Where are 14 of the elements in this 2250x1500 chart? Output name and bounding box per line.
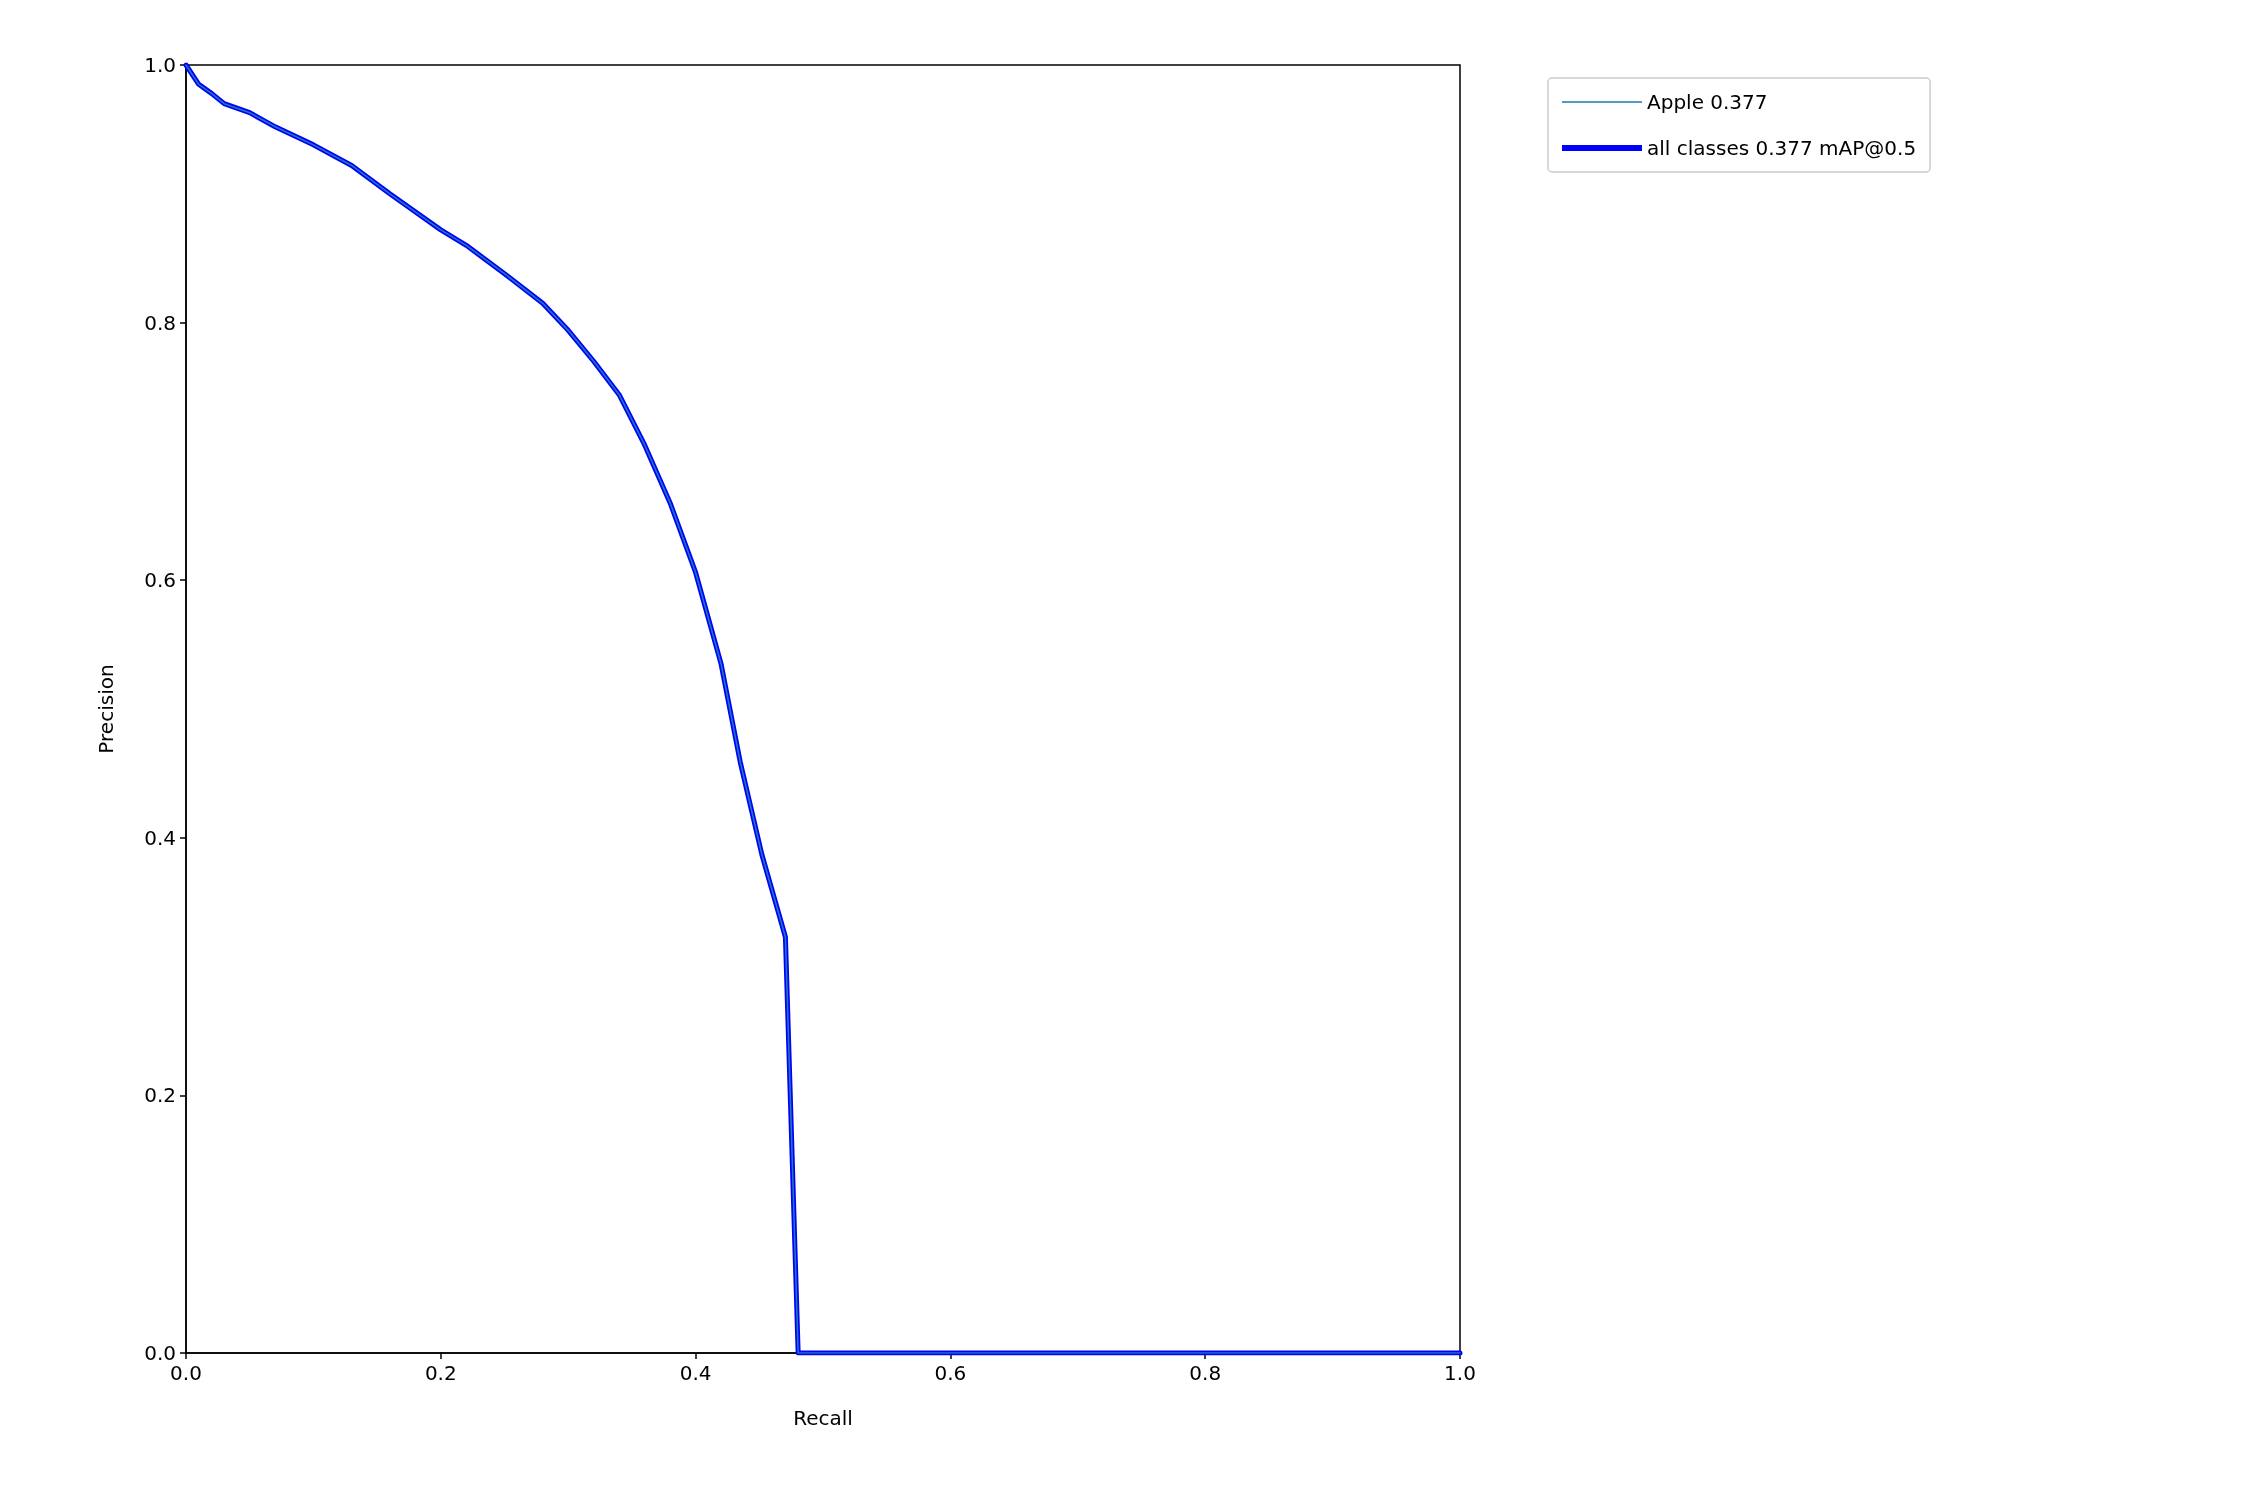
y-tick-label: 0.8 bbox=[144, 310, 176, 335]
y-tick-label: 0.6 bbox=[144, 568, 176, 593]
x-tick-label: 1.0 bbox=[1444, 1361, 1476, 1385]
x-tick-label: 0.8 bbox=[1189, 1361, 1222, 1385]
x-tick-label: 0.4 bbox=[679, 1361, 712, 1385]
y-tick-label: 0.2 bbox=[144, 1083, 176, 1108]
y-tick-label: 0.4 bbox=[144, 825, 176, 850]
legend-label: all classes 0.377 mAP@0.5 bbox=[1647, 136, 1917, 160]
y-axis-title: Precision bbox=[94, 664, 118, 754]
x-tick-label: 0.6 bbox=[934, 1361, 967, 1385]
legend-label: Apple 0.377 bbox=[1647, 90, 1768, 114]
x-axis-title: Recall bbox=[793, 1406, 853, 1430]
y-tick-label: 1.0 bbox=[144, 53, 176, 77]
x-tick-label: 0.2 bbox=[424, 1361, 457, 1385]
